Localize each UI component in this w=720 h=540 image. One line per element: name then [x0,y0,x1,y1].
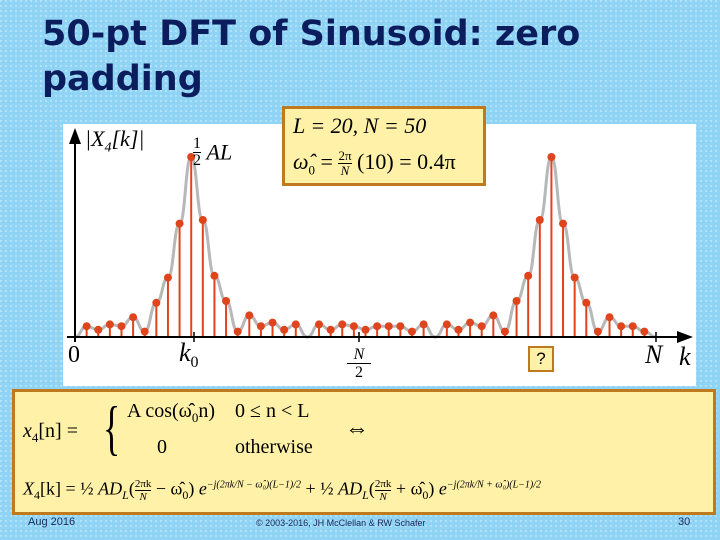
x-label-half: N 2 [347,346,371,381]
stem-point [535,216,544,224]
stem-point [547,153,556,161]
stem-point [419,320,428,329]
stem-point [256,322,265,331]
x-axis-arrow [677,331,693,343]
y-axis-arrow [69,128,81,144]
stem-point [233,327,242,336]
x-label-k: k [679,342,691,371]
stem-point [349,322,358,331]
stem-point [524,271,533,280]
stem-point [628,322,637,331]
stem-point [291,320,300,329]
stem-point [198,216,207,224]
x-label-zero: 0 [68,342,80,368]
stem-point [117,322,126,331]
stem-point [268,318,277,327]
param-line-1: L = 20, N = 50 [293,113,427,138]
stem-point [407,327,416,336]
x-label-k0: k0 [179,338,199,372]
stem-point [82,322,91,331]
parameter-box: L = 20, N = 50 ω̂0 = 2π N (10) = 0.4π [282,106,486,186]
y-axis-label: |X4[k]| [85,126,145,156]
X4-formula: X4[k] = ½ ADL(2πk N − ω̂0) e−j(2πk/N − ω̂… [23,478,542,503]
case-1-expr: A cos(ω̂0n) [127,400,215,425]
stem-point [384,322,393,331]
stem-point [280,325,289,334]
stem-point [245,311,254,320]
stem-point [570,273,579,282]
param-line-2: ω̂0 = 2π N (10) = 0.4π [293,148,456,179]
stem-point [617,322,626,331]
stem-point [559,219,568,228]
stem-point [582,298,591,307]
x4-definition-lhs: x4[n] = [23,420,78,445]
case-2-expr: 0 [157,436,167,458]
stem-point [454,325,463,334]
dft-plot-svg [67,128,693,343]
stem-point [163,273,172,282]
footer-date: Aug 2016 [28,516,76,528]
stem-point [361,325,370,334]
stem-point [489,311,498,320]
stem-point [94,325,103,334]
stem-point [500,327,509,336]
peak-label: 1 2 AL [193,135,233,169]
stem-point [593,327,602,336]
case-1-cond: 0 ≤ n < L [235,400,310,422]
x-label-N: N [645,340,663,369]
slide-title: 50-pt DFT of Sinusoid: zero padding [42,14,581,99]
iff-symbol: ⇔ [345,416,369,442]
stem-point [442,320,451,329]
stem-point [396,322,405,331]
stem-point [129,313,138,322]
question-mark-box: ? [528,346,554,372]
stem-point [152,298,161,307]
stem-point [512,297,521,305]
stem-point [175,219,184,228]
stem-point [222,297,231,305]
stem-point [338,320,347,329]
stem-point [140,327,149,336]
stem-point [605,313,614,322]
stem-point [326,325,335,334]
stem-point [477,322,486,331]
stem-point [466,318,475,327]
formula-box: x4[n] = { A cos(ω̂0n) 0 ≤ n < L 0 otherw… [12,389,716,515]
case-2-cond: otherwise [235,436,313,458]
cases-brace: { [103,395,121,461]
stem-point [640,327,649,336]
footer-page-number: 30 [678,516,691,528]
stems-group [82,153,649,337]
footer-copyright: © 2003-2016, JH McClellan & RW Schafer [256,518,426,528]
stem-point [315,320,324,329]
stem-point [187,153,196,161]
stem-point [105,320,114,329]
stem-point [373,322,382,331]
stem-point [210,271,219,280]
